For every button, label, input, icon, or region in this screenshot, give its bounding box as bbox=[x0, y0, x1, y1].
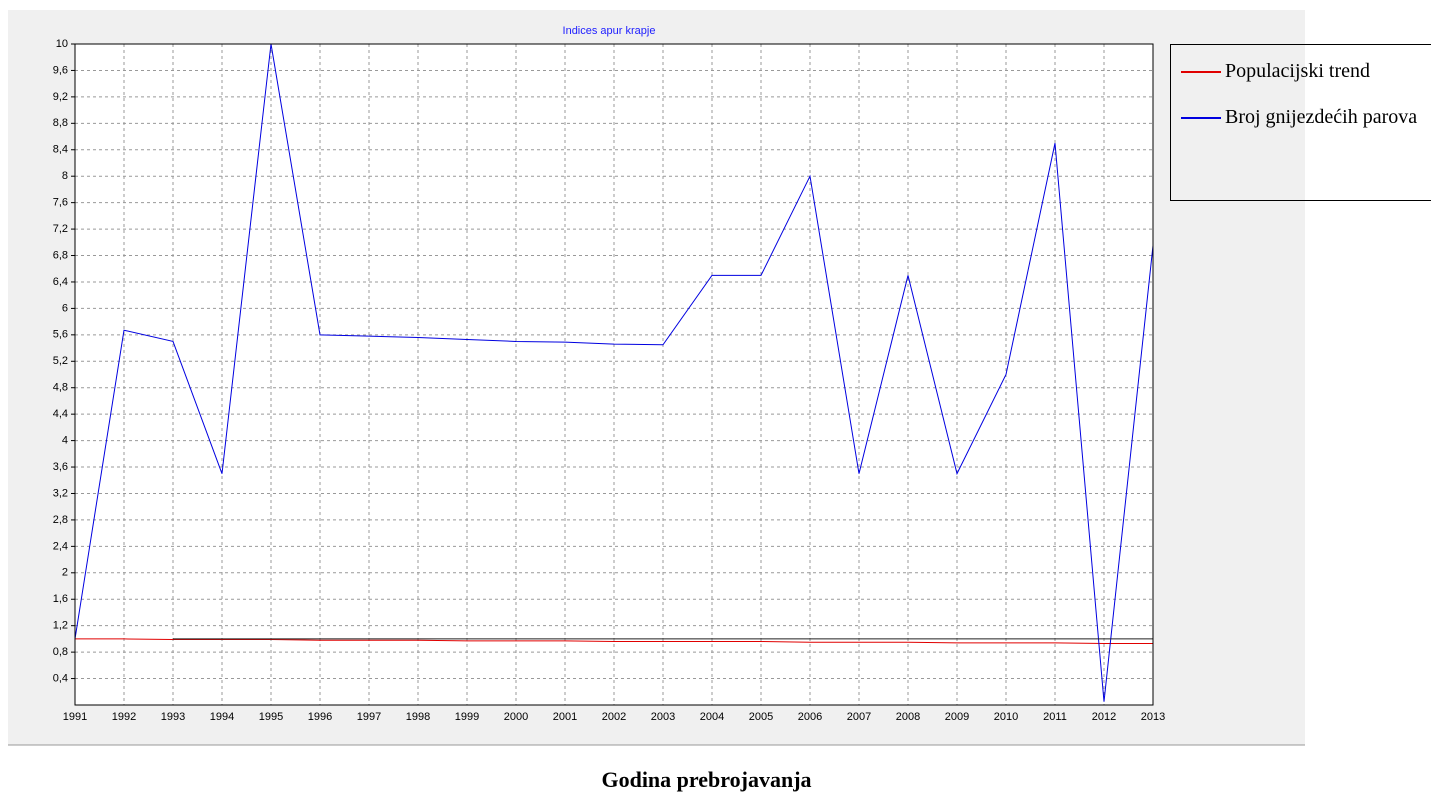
y-tick-label: 2,4 bbox=[53, 540, 68, 552]
series-line bbox=[74, 43, 1154, 702]
y-tick-label: 5,6 bbox=[53, 329, 68, 341]
y-tick-label: 3,6 bbox=[53, 461, 68, 473]
y-tick-label: 8,8 bbox=[53, 117, 68, 129]
y-tick-label: 4 bbox=[62, 435, 68, 447]
x-tick-label: 1999 bbox=[455, 711, 479, 723]
x-tick-label: 2000 bbox=[504, 711, 528, 723]
x-tick-label: 2010 bbox=[994, 711, 1018, 723]
x-tick-label: 1992 bbox=[112, 711, 136, 723]
y-tick-label: 7,6 bbox=[53, 197, 68, 209]
y-tick-label: 8,4 bbox=[53, 144, 68, 156]
y-tick-label: 6 bbox=[62, 302, 68, 314]
y-tick-label: 10 bbox=[56, 38, 68, 50]
x-tick-label: 1994 bbox=[210, 711, 234, 723]
y-tick-label: 3,2 bbox=[53, 487, 68, 499]
plot-frame bbox=[74, 43, 1154, 706]
y-tick-label: 4,8 bbox=[53, 382, 68, 394]
y-tick-label: 6,4 bbox=[53, 276, 68, 288]
legend-swatch bbox=[1181, 117, 1221, 120]
legend-item: Populacijski trend bbox=[1181, 57, 1421, 85]
y-tick-label: 0,8 bbox=[53, 646, 68, 658]
y-tick-label: 7,2 bbox=[53, 223, 68, 235]
x-tick-label: 2008 bbox=[896, 711, 920, 723]
legend: Populacijski trend Broj gnijezdećih parov… bbox=[1170, 44, 1431, 201]
y-tick-label: 6,8 bbox=[53, 249, 68, 261]
x-tick-label: 2013 bbox=[1141, 711, 1165, 723]
x-tick-label: 2011 bbox=[1043, 711, 1067, 723]
x-tick-label: 1993 bbox=[161, 711, 185, 723]
x-tick-label: 2007 bbox=[847, 711, 871, 723]
legend-item: Broj gnijezdećih parova bbox=[1181, 103, 1421, 131]
series-line bbox=[75, 638, 1153, 645]
legend-label: Populacijski trend bbox=[1225, 60, 1370, 82]
x-tick-label: 1996 bbox=[308, 711, 332, 723]
x-tick-label: 1997 bbox=[357, 711, 381, 723]
x-tick-label: 2002 bbox=[602, 711, 626, 723]
x-tick-label: 1995 bbox=[259, 711, 283, 723]
x-axis-label: Godina prebrojavanja bbox=[601, 767, 812, 792]
x-tick-label: 2006 bbox=[798, 711, 822, 723]
x-tick-label: 1991 bbox=[63, 711, 87, 723]
y-tick-label: 1,6 bbox=[53, 593, 68, 605]
y-tick-label: 1,2 bbox=[53, 620, 68, 632]
y-tick-label: 9,6 bbox=[53, 64, 68, 76]
y-tick-label: 5,2 bbox=[53, 355, 68, 367]
x-tick-label: 2003 bbox=[651, 711, 675, 723]
x-tick-label: 2012 bbox=[1092, 711, 1116, 723]
chart-title: Indices apur krapje bbox=[563, 25, 656, 37]
y-tick-label: 8 bbox=[62, 170, 68, 182]
x-tick-label: 2001 bbox=[553, 711, 577, 723]
y-tick-label: 0,4 bbox=[53, 672, 68, 684]
y-tick-label: 9,2 bbox=[53, 91, 68, 103]
x-tick-label: 2004 bbox=[700, 711, 724, 723]
legend-label: Broj gnijezdećih parova bbox=[1225, 106, 1418, 128]
x-tick-label: 1998 bbox=[406, 711, 430, 723]
x-tick-label: 2005 bbox=[749, 711, 773, 723]
legend-swatch bbox=[1181, 71, 1221, 74]
x-tick-label: 2009 bbox=[945, 711, 969, 723]
y-tick-label: 4,4 bbox=[53, 408, 68, 420]
y-tick-label: 2 bbox=[62, 567, 68, 579]
y-tick-label: 2,8 bbox=[53, 514, 68, 526]
